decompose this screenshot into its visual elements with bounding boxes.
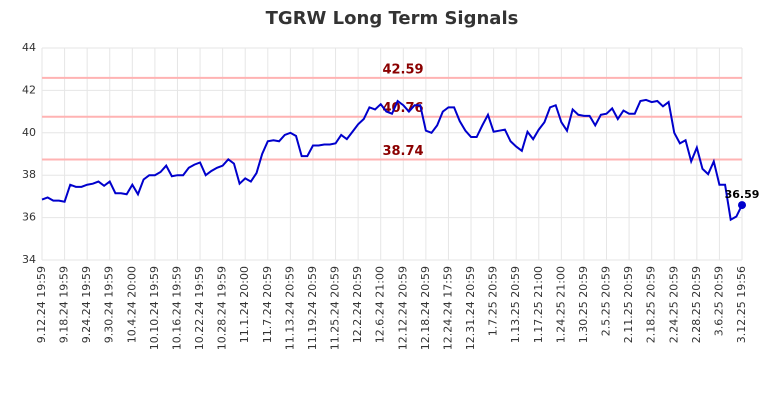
x-tick-label: 12.2.24 20:59 bbox=[351, 266, 364, 343]
x-tick-label: 10.4.24 20:00 bbox=[125, 266, 138, 343]
x-tick-label: 3.12.25 19:56 bbox=[735, 266, 748, 343]
x-tick-label: 9.24.24 19:59 bbox=[80, 266, 93, 343]
y-tick-label: 36 bbox=[22, 211, 36, 224]
level-label: 38.74 bbox=[382, 144, 423, 159]
x-tick-label: 11.13.24 20:59 bbox=[283, 266, 296, 350]
x-tick-label: 10.10.24 19:59 bbox=[148, 266, 161, 350]
x-tick-label: 1.30.25 20:59 bbox=[577, 266, 590, 343]
x-tick-label: 12.31.24 20:59 bbox=[464, 266, 477, 350]
y-tick-label: 38 bbox=[22, 168, 36, 181]
last-value-label: 36.59 bbox=[725, 188, 760, 201]
x-tick-label: 11.19.24 20:59 bbox=[306, 266, 319, 350]
x-tick-label: 2.5.25 20:59 bbox=[600, 266, 613, 336]
x-tick-label: 3.6.25 20:59 bbox=[712, 266, 725, 336]
x-tick-label: 9.12.24 19:59 bbox=[35, 266, 48, 343]
x-tick-label: 2.11.25 20:59 bbox=[622, 266, 635, 343]
x-tick-label: 12.12.24 20:59 bbox=[396, 266, 409, 350]
x-tick-label: 11.1.24 20:00 bbox=[238, 266, 251, 343]
last-point bbox=[738, 201, 746, 210]
x-tick-label: 11.25.24 20:59 bbox=[329, 266, 342, 350]
x-tick-label: 2.28.25 20:59 bbox=[690, 266, 703, 343]
x-tick-label: 1.24.25 21:00 bbox=[554, 266, 567, 343]
x-tick-label: 9.30.24 19:59 bbox=[103, 266, 116, 343]
level-label: 42.59 bbox=[382, 62, 423, 77]
x-tick-label: 2.18.25 20:59 bbox=[645, 266, 658, 343]
x-tick-label: 11.7.24 20:59 bbox=[261, 266, 274, 343]
x-tick-label: 1.17.25 21:00 bbox=[532, 266, 545, 343]
level-label: 40.76 bbox=[382, 101, 423, 116]
chart-title: TGRW Long Term Signals bbox=[266, 8, 519, 29]
x-tick-label: 12.18.24 20:59 bbox=[419, 266, 432, 350]
line bbox=[41, 98, 743, 222]
x-tick-label: 10.16.24 19:59 bbox=[170, 266, 183, 350]
x-tick-label: 1.7.25 20:59 bbox=[487, 266, 500, 336]
x-tick-label: 1.13.25 20:59 bbox=[509, 266, 522, 343]
y-tick-label: 40 bbox=[22, 126, 36, 139]
y-tick-label: 44 bbox=[22, 41, 36, 54]
x-tick-label: 12.24.24 17:59 bbox=[441, 266, 454, 350]
x-tick-label: 10.28.24 19:59 bbox=[216, 266, 229, 350]
x-tick-label: 12.6.24 21:00 bbox=[374, 266, 387, 343]
x-tick-label: 2.24.25 20:59 bbox=[667, 266, 680, 343]
x-tick-label: 10.22.24 19:59 bbox=[193, 266, 206, 350]
x-tick-label: 9.18.24 19:59 bbox=[58, 266, 71, 343]
y-tick-label: 34 bbox=[22, 253, 36, 266]
y-tick-label: 42 bbox=[22, 83, 36, 96]
